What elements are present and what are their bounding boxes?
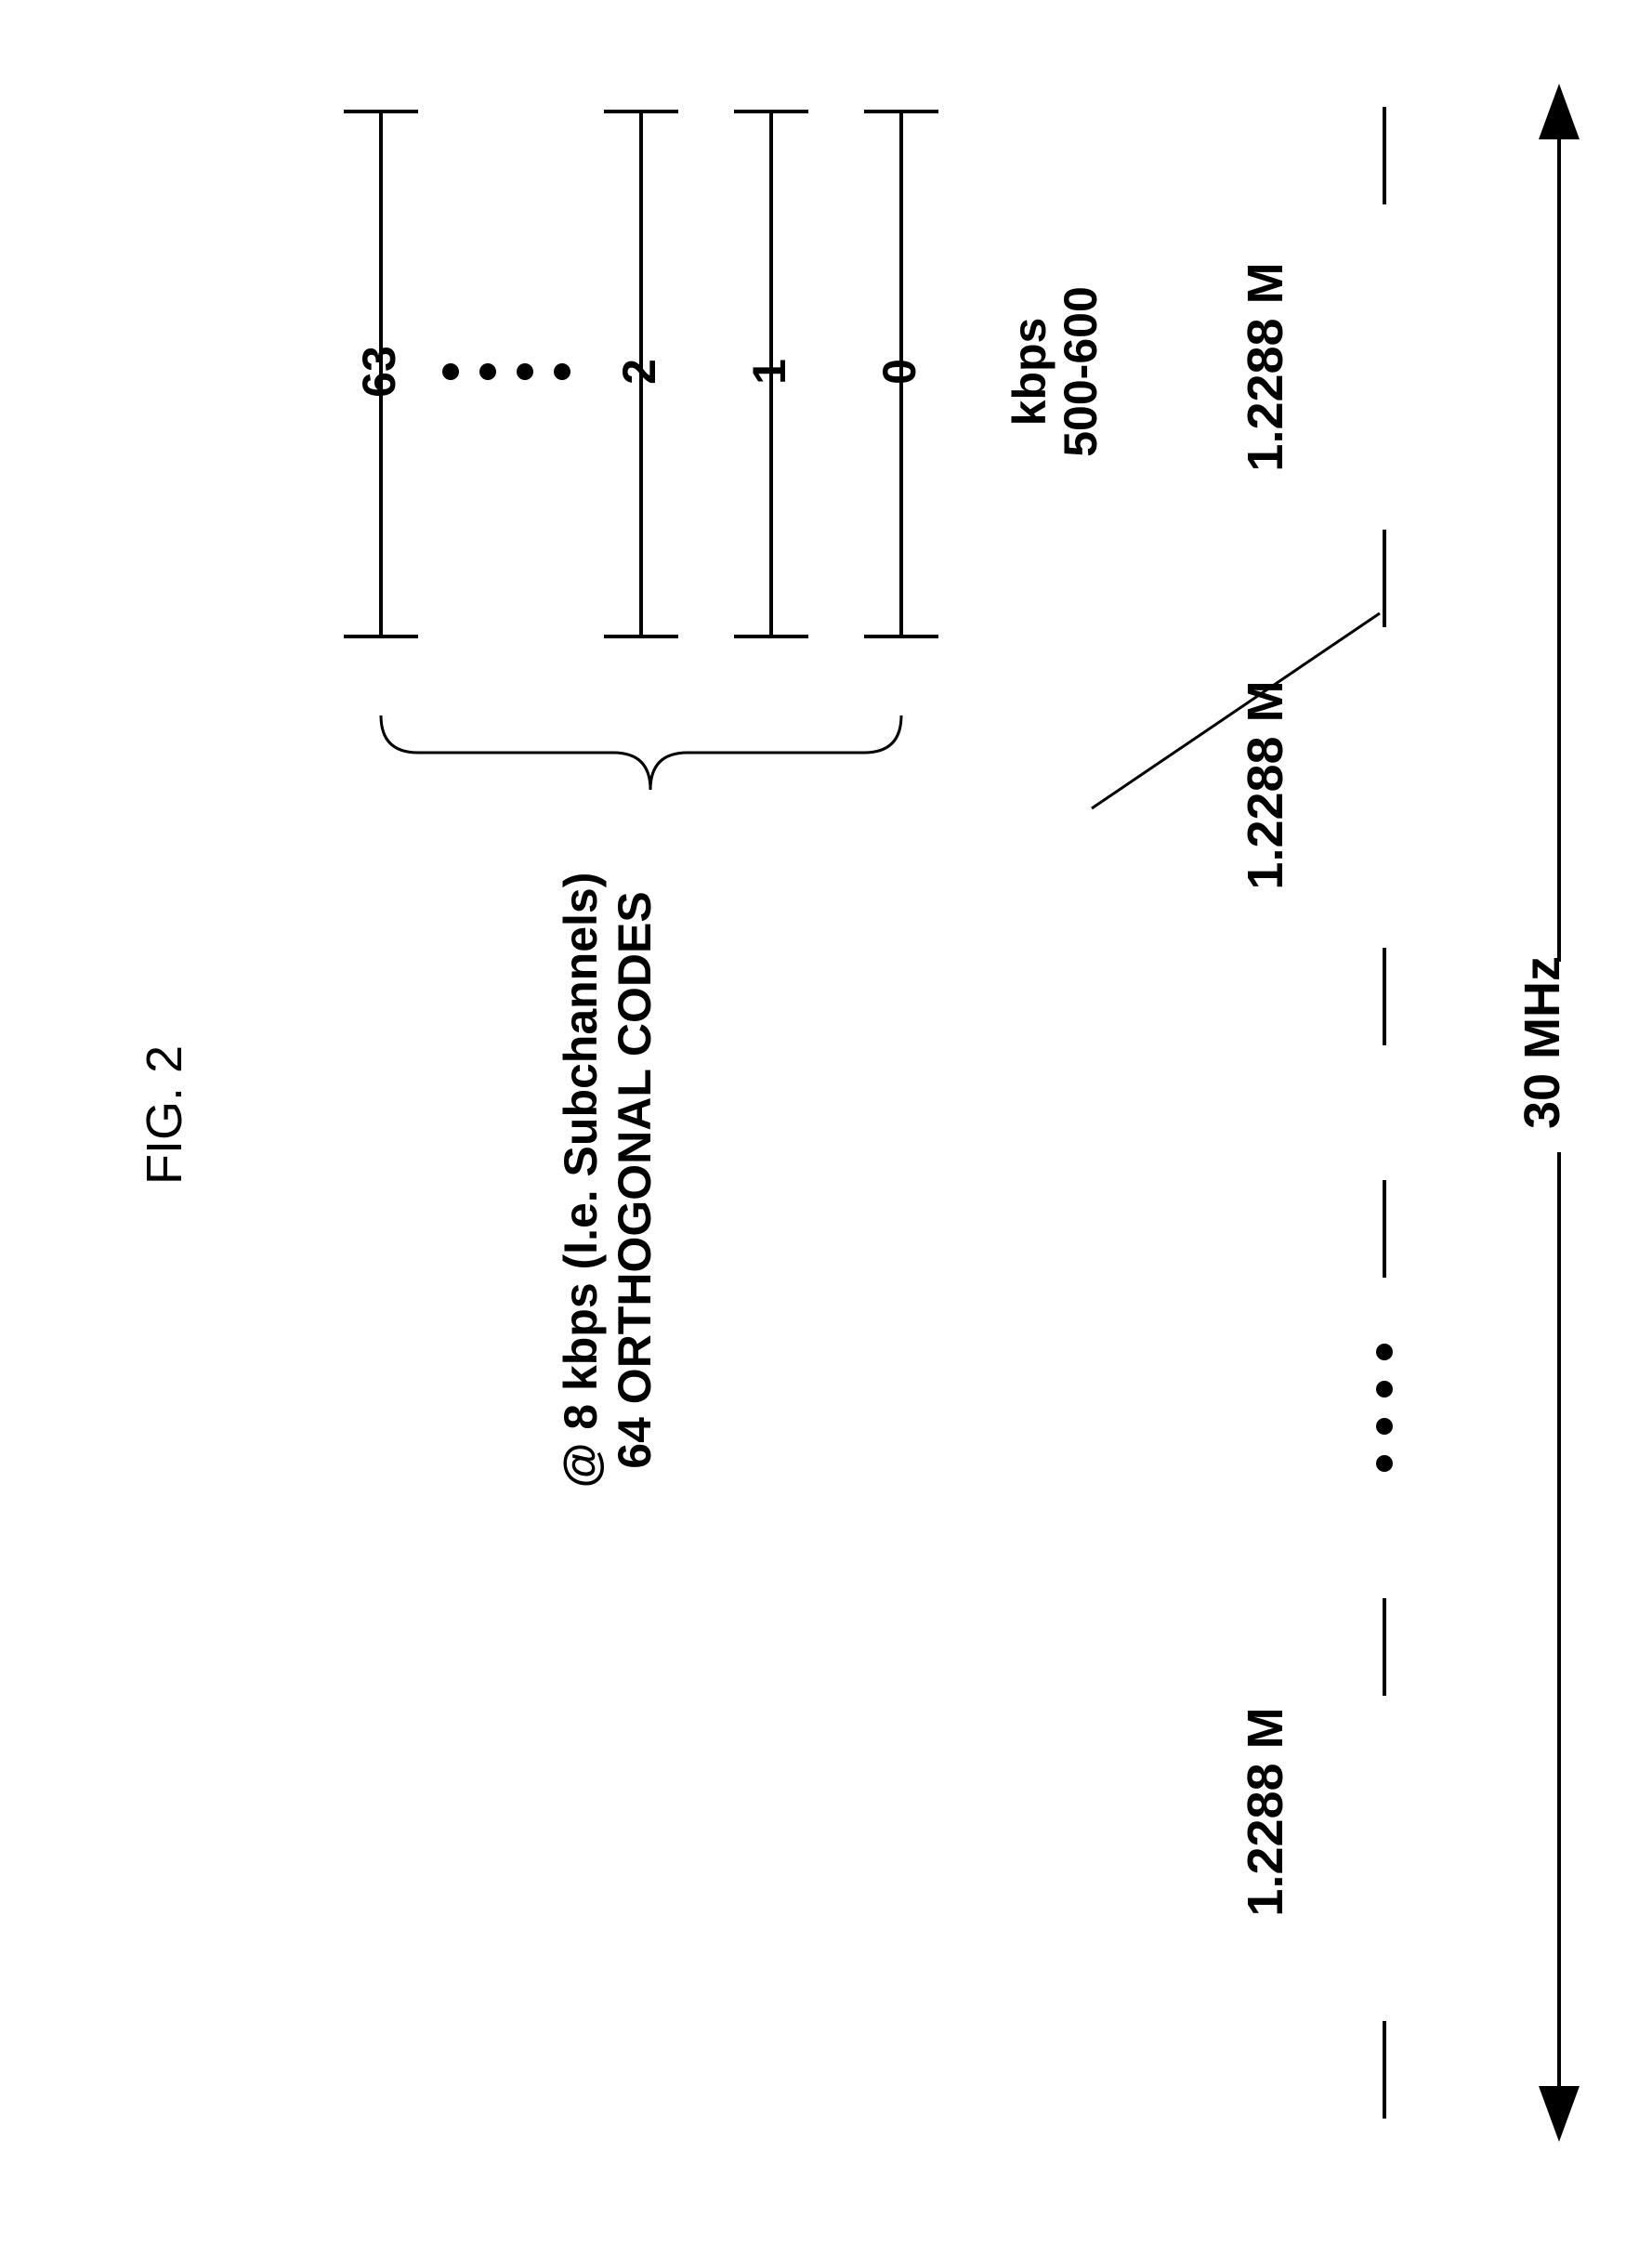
- figure-caption: FIG. 2: [137, 1045, 192, 1185]
- subchannel-num-2: 2: [613, 359, 665, 385]
- channel-label-1: 1.2288 M: [1238, 680, 1293, 889]
- codes-brace: [381, 715, 901, 790]
- total-bandwidth-label: 30 MHz: [1514, 956, 1570, 1129]
- subchannel-rate-line2: kbps: [1003, 318, 1055, 426]
- subchannel-num-1: 1: [743, 359, 795, 385]
- subchannel-rate-label-group: 500-600 kbps: [1003, 286, 1107, 457]
- subchannel-num-63: 63: [353, 346, 405, 398]
- channel-label-2: 1.2288 M: [1238, 1707, 1293, 1916]
- channel-labels-group: 1.2288 M 1.2288 M 1.2288 M: [1238, 262, 1293, 1916]
- total-bandwidth-arrow: 30 MHz: [1514, 84, 1580, 2142]
- channel-label-0: 1.2288 M: [1238, 262, 1293, 471]
- subchannel-ellipsis: [442, 363, 570, 380]
- codes-label-group: 64 ORTHOGONAL CODES @ 8 kbps (I.e. Subch…: [555, 873, 661, 1489]
- channel-ellipsis: [1376, 1344, 1393, 1472]
- codes-label-line2: @ 8 kbps (I.e. Subchannels): [555, 873, 607, 1489]
- subchannel-rate-line1: 500-600: [1055, 286, 1107, 457]
- figure-svg: 30 MHz 1.2288 M 1.2288 M 1.2288 M 500-60…: [0, 0, 1652, 2257]
- zoom-connector-line: [1092, 613, 1380, 808]
- subchannel-num-0: 0: [873, 359, 925, 385]
- codes-label-line1: 64 ORTHOGONAL CODES: [609, 891, 661, 1468]
